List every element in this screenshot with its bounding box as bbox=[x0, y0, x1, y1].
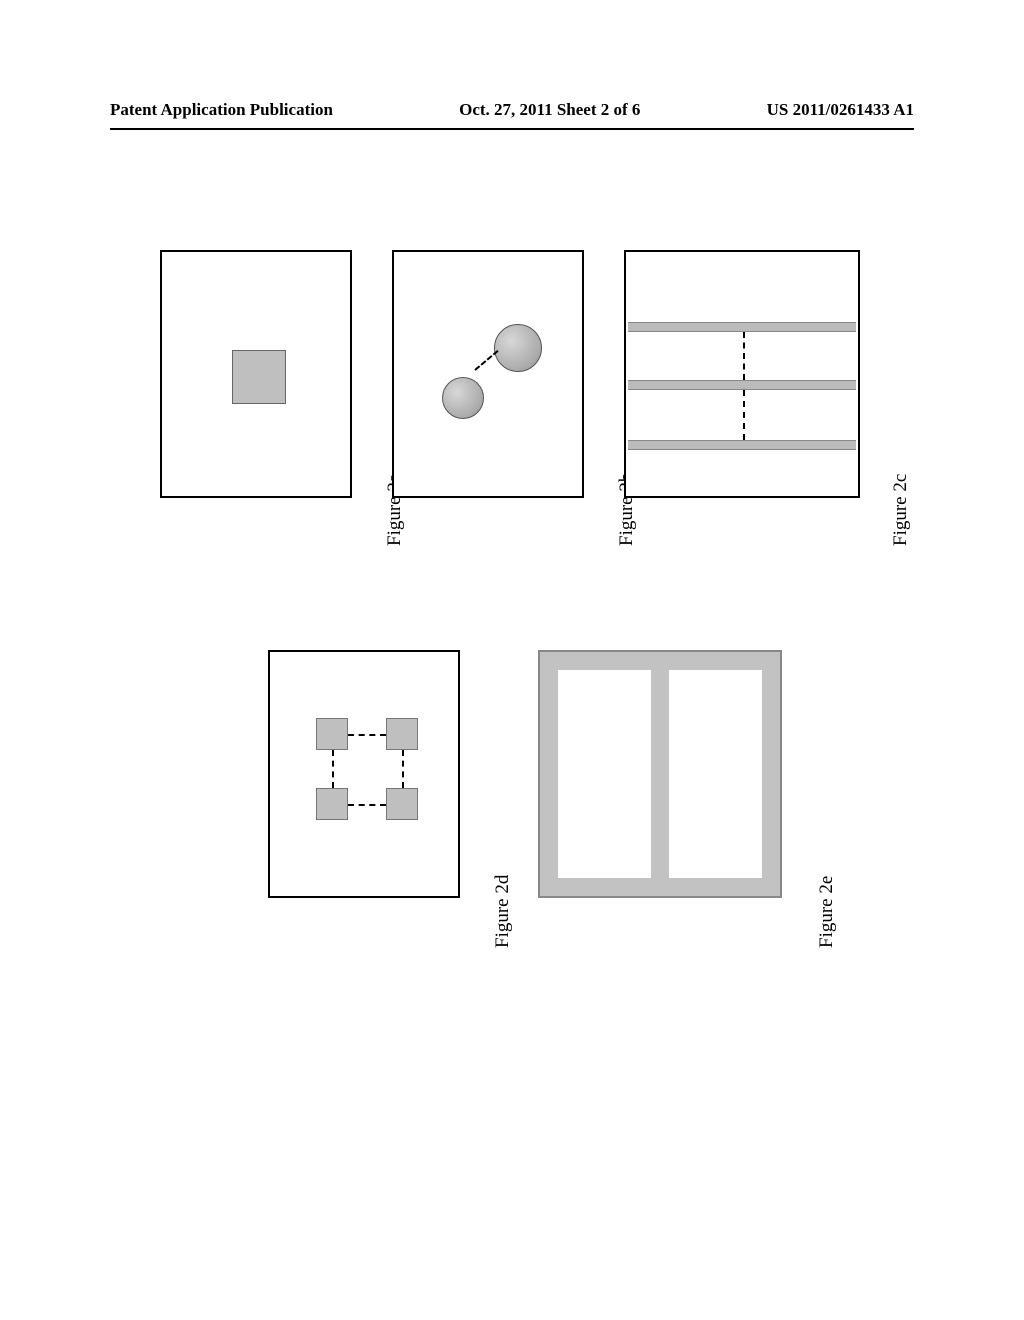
figure-2a-panel bbox=[160, 250, 352, 498]
fig2c-band-3 bbox=[628, 440, 856, 450]
header-center: Oct. 27, 2011 Sheet 2 of 6 bbox=[459, 100, 640, 120]
fig2a-square bbox=[232, 350, 286, 404]
fig2e-mullion bbox=[651, 670, 669, 878]
fig2d-square-tl bbox=[316, 718, 348, 750]
page-header: Patent Application Publication Oct. 27, … bbox=[110, 100, 914, 120]
fig2d-dash-bottom bbox=[348, 804, 386, 806]
figure-2e-label: Figure 2e bbox=[816, 876, 838, 948]
figure-2e-panel bbox=[538, 650, 782, 898]
figure-2b-panel bbox=[392, 250, 584, 498]
figure-2c-label: Figure 2c bbox=[890, 474, 912, 546]
fig2d-dash-right bbox=[402, 750, 404, 788]
fig2c-band-2 bbox=[628, 380, 856, 390]
fig2d-square-br bbox=[386, 788, 418, 820]
fig2b-dashed-connector bbox=[474, 350, 498, 371]
fig2d-dash-top bbox=[348, 734, 386, 736]
header-divider bbox=[110, 128, 914, 130]
fig2d-square-bl bbox=[316, 788, 348, 820]
fig2c-dashed-2 bbox=[743, 390, 745, 440]
figure-2d-label: Figure 2d bbox=[492, 875, 514, 948]
fig2e-outer-frame bbox=[538, 650, 782, 898]
fig2b-circle-1 bbox=[442, 377, 484, 419]
fig2d-square-tr bbox=[386, 718, 418, 750]
figure-2d-panel bbox=[268, 650, 460, 898]
fig2c-dashed-1 bbox=[743, 332, 745, 380]
fig2c-band-1 bbox=[628, 322, 856, 332]
header-right: US 2011/0261433 A1 bbox=[767, 100, 914, 120]
figures-container: Figure 2a Figure 2b Figure 2c Figure 2d … bbox=[160, 250, 860, 1010]
fig2d-dash-left bbox=[332, 750, 334, 788]
figure-2c-panel bbox=[624, 250, 860, 498]
fig2b-circle-2 bbox=[494, 324, 542, 372]
header-left: Patent Application Publication bbox=[110, 100, 333, 120]
